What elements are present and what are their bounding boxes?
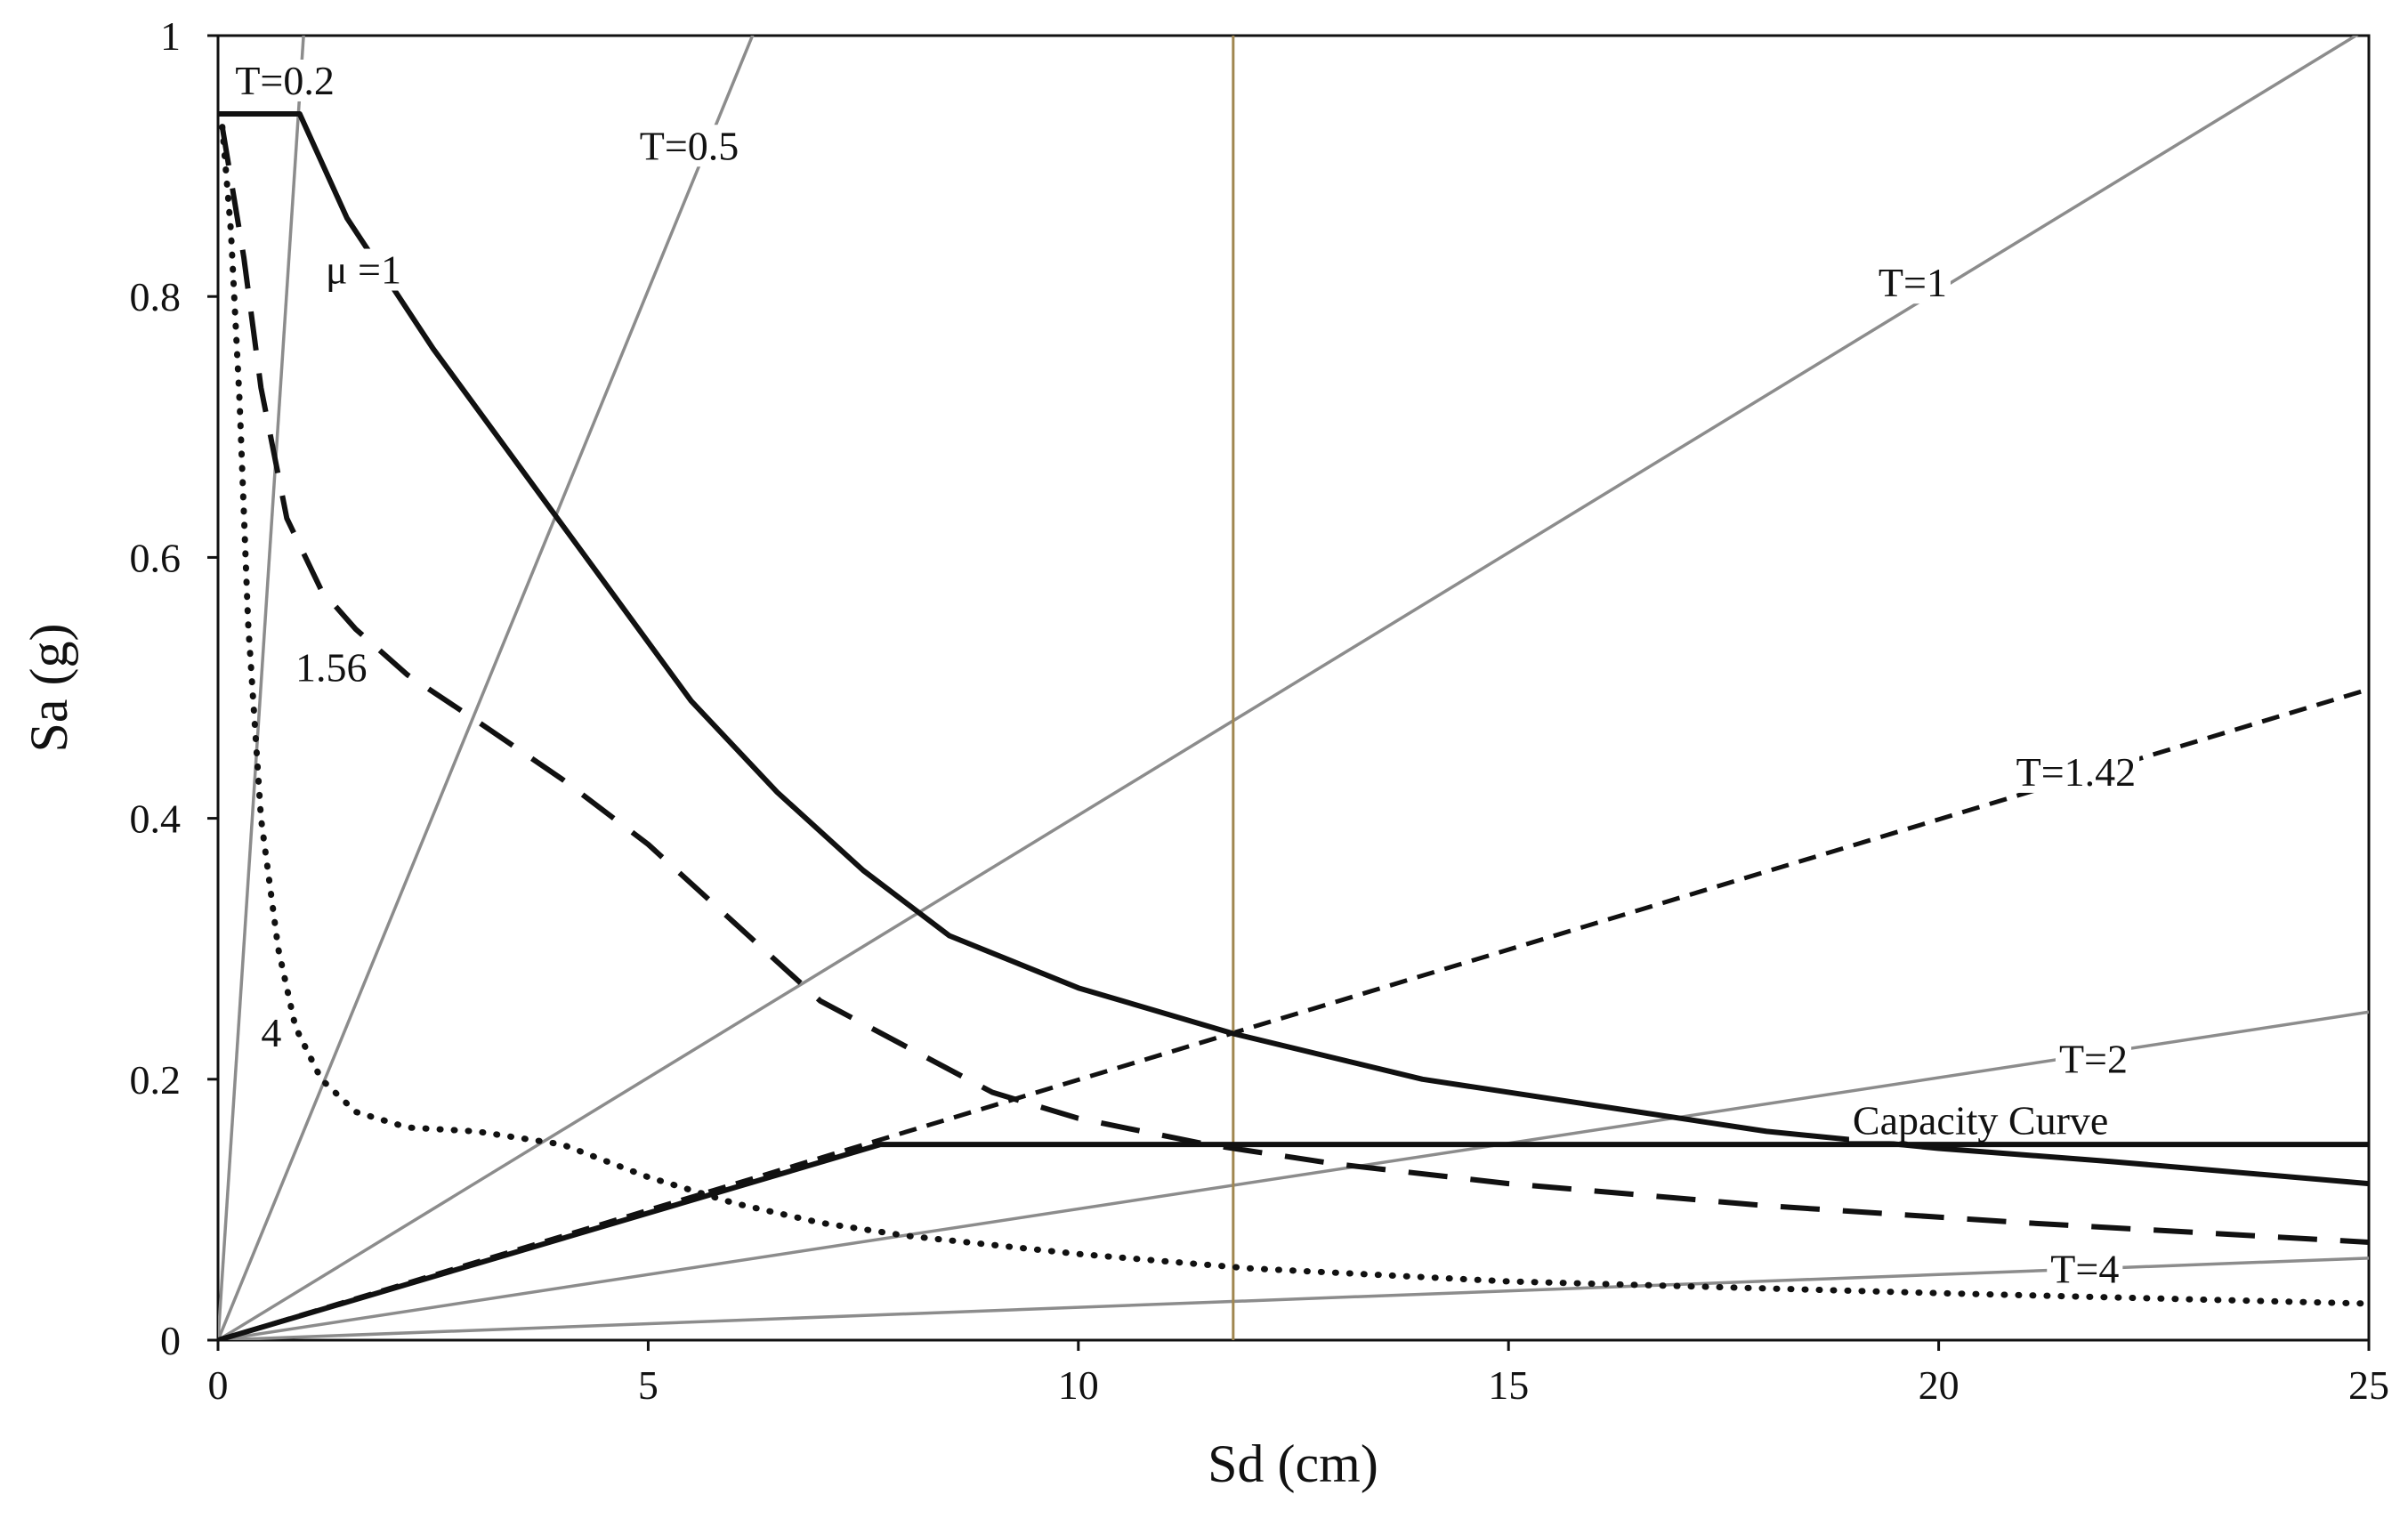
x-tick-label: 20 [1919, 1362, 1960, 1408]
x-axis-title: Sd (cm) [1208, 1434, 1378, 1493]
label-t-1-42: T=1.42 [2016, 749, 2137, 795]
annotation-background [321, 248, 405, 291]
x-tick-label: 25 [2348, 1362, 2389, 1408]
label-mu-1-56: 1.56 [295, 645, 368, 691]
y-tick-label: 0.4 [130, 796, 182, 842]
annotation-background [2012, 750, 2140, 793]
demand-curve-mu-1 [218, 111, 2369, 1187]
annotation-background [2047, 1248, 2123, 1290]
annotation-background [231, 59, 338, 101]
period-line-t0-5 [218, 36, 755, 1340]
annotation-background [1848, 1099, 2113, 1142]
annotation-background [1874, 262, 1951, 304]
label-t-4: T=4 [2050, 1246, 2119, 1291]
label-mu-4: 4 [261, 1010, 281, 1055]
period-line-t0-2 [218, 36, 305, 1340]
x-tick-label: 15 [1488, 1362, 1529, 1408]
y-tick-label: 0.2 [130, 1057, 182, 1103]
y-tick-label: 1 [160, 13, 181, 59]
label-capacity-curve: Capacity Curve [1853, 1097, 2108, 1143]
x-tick-label: 10 [1058, 1362, 1099, 1408]
label-t-0-2: T=0.2 [235, 58, 335, 103]
x-tick-label: 0 [208, 1362, 229, 1408]
period-line-t2 [218, 1010, 2369, 1340]
annotation-background [635, 125, 743, 167]
x-tick-label: 5 [638, 1362, 659, 1408]
label-mu-1: μ =1 [326, 247, 401, 293]
y-axis-title: Sa (g) [20, 624, 78, 753]
demand-curve-mu-4 [219, 124, 2369, 1307]
annotation-background [257, 1012, 286, 1054]
label-t-1: T=1 [1879, 260, 1947, 305]
label-t-0-5: T=0.5 [640, 123, 739, 168]
annotation-background [292, 646, 371, 689]
y-tick-label: 0.6 [130, 535, 182, 580]
y-tick-label: 0 [160, 1318, 181, 1363]
capacity-curve [218, 1142, 2369, 1340]
demand-curve-mu-1-56 [219, 126, 2369, 1245]
label-t-2: T=2 [2059, 1036, 2128, 1081]
period-line-t4 [218, 1256, 2369, 1340]
y-tick-label: 0.8 [130, 274, 182, 319]
annotation-background [2055, 1038, 2131, 1080]
period-line-t1 [218, 36, 2359, 1340]
